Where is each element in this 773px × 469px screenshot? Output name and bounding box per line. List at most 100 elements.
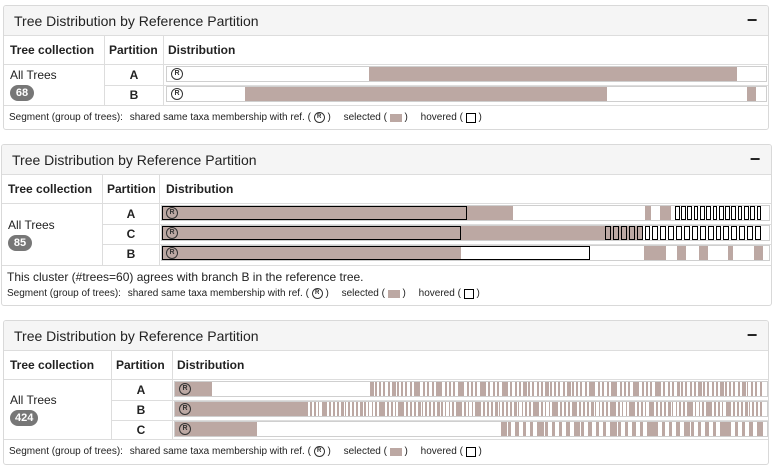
hovered-segment[interactable]: [676, 226, 683, 240]
selected-segment[interactable]: [689, 382, 692, 396]
hovered-segment[interactable]: [715, 226, 722, 240]
selected-segment[interactable]: [370, 382, 375, 396]
selected-segment[interactable]: [573, 422, 581, 436]
selected-segment[interactable]: [514, 382, 517, 396]
selected-segment[interactable]: [548, 402, 551, 416]
selected-segment[interactable]: [646, 422, 654, 436]
selected-segment[interactable]: [733, 402, 735, 416]
selected-segment[interactable]: [466, 382, 469, 396]
selected-segment[interactable]: [756, 422, 764, 436]
selected-segment[interactable]: [644, 206, 652, 220]
selected-segment[interactable]: [610, 402, 614, 416]
selected-segment[interactable]: [598, 402, 601, 416]
selected-segment[interactable]: [594, 402, 597, 416]
selected-segment[interactable]: [325, 402, 328, 416]
selected-segment[interactable]: [602, 402, 605, 416]
selected-segment[interactable]: [162, 226, 643, 240]
selected-segment[interactable]: [421, 402, 424, 416]
selected-segment[interactable]: [410, 402, 412, 416]
selected-segment[interactable]: [677, 246, 686, 260]
selected-segment[interactable]: [637, 382, 640, 396]
selected-segment[interactable]: [567, 402, 570, 416]
selected-segment[interactable]: [336, 402, 339, 416]
selected-segment[interactable]: [667, 402, 672, 416]
selected-segment[interactable]: [571, 382, 574, 396]
selected-segment[interactable]: [640, 402, 643, 416]
selected-segment[interactable]: [685, 382, 688, 396]
selected-segment[interactable]: [645, 382, 648, 396]
selected-segment[interactable]: [162, 246, 461, 260]
selected-segment[interactable]: [525, 402, 528, 416]
selected-segment[interactable]: [321, 402, 325, 416]
selected-segment[interactable]: [749, 422, 753, 436]
selected-segment[interactable]: [579, 402, 582, 416]
selected-segment[interactable]: [597, 382, 600, 396]
selected-segment[interactable]: [360, 402, 364, 416]
hovered-segment[interactable]: [668, 226, 675, 240]
selected-segment[interactable]: [371, 402, 374, 416]
selected-segment[interactable]: [742, 422, 746, 436]
selected-segment[interactable]: [750, 382, 753, 396]
hovered-segment[interactable]: [691, 226, 698, 240]
selected-segment[interactable]: [656, 402, 658, 416]
selected-segment[interactable]: [652, 402, 655, 416]
selected-segment[interactable]: [552, 402, 556, 416]
hovered-segment[interactable]: [707, 226, 714, 240]
selected-segment[interactable]: [567, 382, 572, 396]
selected-segment[interactable]: [668, 422, 673, 436]
selected-segment[interactable]: [715, 382, 718, 396]
selected-segment[interactable]: [352, 402, 355, 416]
selected-segment[interactable]: [429, 402, 431, 416]
selected-segment[interactable]: [571, 402, 576, 416]
selected-segment[interactable]: [387, 382, 390, 396]
selected-segment[interactable]: [510, 402, 512, 416]
selected-segment[interactable]: [702, 382, 705, 396]
selected-segment[interactable]: [683, 402, 685, 416]
selected-segment[interactable]: [632, 422, 636, 436]
selected-segment[interactable]: [418, 382, 421, 396]
selected-segment[interactable]: [644, 402, 647, 416]
minus-icon[interactable]: −: [749, 149, 761, 169]
selected-segment[interactable]: [510, 382, 513, 396]
selected-segment[interactable]: [733, 382, 736, 396]
selected-segment[interactable]: [629, 402, 633, 416]
selected-segment[interactable]: [309, 402, 312, 416]
selected-segment[interactable]: [544, 402, 547, 416]
selected-segment[interactable]: [587, 402, 589, 416]
selected-segment[interactable]: [625, 402, 628, 416]
hovered-segment[interactable]: [712, 206, 718, 220]
selected-segment[interactable]: [698, 382, 703, 396]
selected-segment[interactable]: [484, 382, 487, 396]
selected-segment[interactable]: [175, 402, 303, 416]
hovered-segment[interactable]: [747, 226, 754, 240]
selected-segment[interactable]: [621, 402, 624, 416]
selected-segment[interactable]: [588, 422, 592, 436]
selected-segment[interactable]: [449, 382, 452, 396]
selected-segment[interactable]: [559, 422, 563, 436]
hovered-segment[interactable]: [739, 226, 746, 240]
selected-segment[interactable]: [533, 402, 537, 416]
selected-segment[interactable]: [717, 402, 720, 416]
selected-segment[interactable]: [444, 382, 447, 396]
selected-segment[interactable]: [545, 382, 550, 396]
selected-segment[interactable]: [498, 402, 501, 416]
selected-segment[interactable]: [245, 87, 608, 101]
selected-segment[interactable]: [551, 422, 556, 436]
distribution-bar[interactable]: R: [161, 225, 770, 241]
selected-segment[interactable]: [694, 382, 696, 396]
selected-segment[interactable]: [584, 382, 587, 396]
selected-segment[interactable]: [523, 382, 528, 396]
selected-segment[interactable]: [632, 382, 637, 396]
selected-segment[interactable]: [633, 402, 635, 416]
selected-segment[interactable]: [595, 422, 599, 436]
selected-segment[interactable]: [400, 382, 403, 396]
selected-segment[interactable]: [433, 402, 435, 416]
selected-segment[interactable]: [460, 402, 462, 416]
selected-segment[interactable]: [536, 382, 539, 396]
selected-segment[interactable]: [698, 246, 708, 260]
selected-segment[interactable]: [390, 402, 393, 416]
selected-segment[interactable]: [313, 402, 316, 416]
selected-segment[interactable]: [162, 206, 514, 220]
hovered-segment[interactable]: [744, 206, 749, 220]
distribution-bar[interactable]: R: [174, 401, 768, 417]
